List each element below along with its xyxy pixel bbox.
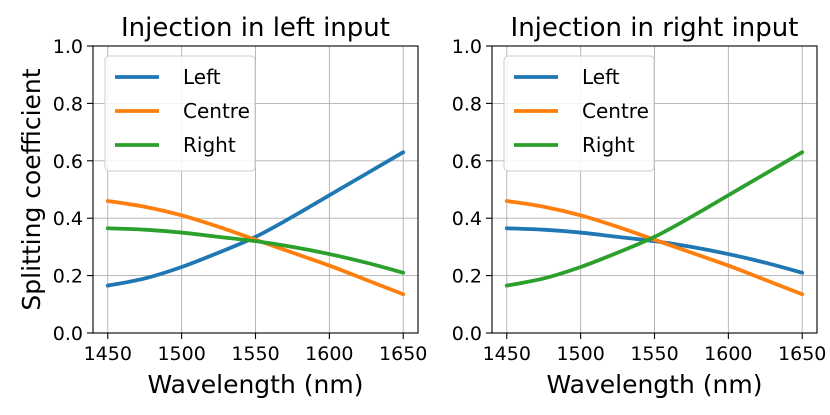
legend-left: Left Centre Right — [104, 55, 256, 172]
legend-label: Centre — [582, 99, 649, 123]
y-tick-label: 0.6 — [452, 151, 482, 173]
chart-panel-right: 1450 1500 1550 1600 1650 0.0 0.2 0.4 0.6… — [452, 13, 827, 399]
y-tick-label: 0.6 — [53, 151, 83, 173]
x-ticks-right: 1450 1500 1550 1600 1650 — [483, 343, 827, 365]
chart-panel-left: 1450 1500 1550 1600 1650 0.0 0.2 0.4 0.6… — [17, 13, 427, 399]
axes-frame-right — [486, 45, 818, 339]
y-ticks-right: 0.0 0.2 0.4 0.6 0.8 1.0 — [452, 36, 482, 345]
x-tick-label: 1450 — [483, 343, 531, 365]
x-tick-label: 1450 — [84, 343, 132, 365]
y-tick-label: 0.0 — [53, 323, 83, 345]
y-tick-label: 0.4 — [452, 208, 482, 230]
x-tick-label: 1500 — [157, 343, 205, 365]
legend-label: Left — [582, 65, 620, 89]
y-tick-label: 0.4 — [53, 208, 83, 230]
y-tick-label: 1.0 — [452, 36, 482, 58]
y-axis-label: Splitting coefficient — [17, 68, 46, 310]
x-tick-label: 1650 — [379, 343, 427, 365]
series-line-left — [105, 150, 406, 288]
legend-label: Left — [183, 65, 221, 89]
y-tick-label: 0.0 — [452, 323, 482, 345]
series-group-right — [504, 150, 805, 297]
series-line-centre — [504, 199, 805, 297]
x-axis-label: Wavelength (nm) — [547, 370, 763, 399]
axes-frame-left — [87, 45, 419, 339]
y-tick-label: 0.2 — [452, 266, 482, 288]
series-group-left — [105, 150, 406, 297]
series-line-right — [105, 226, 406, 275]
x-tick-label: 1600 — [704, 343, 752, 365]
x-ticks-left: 1450 1500 1550 1600 1650 — [84, 343, 428, 365]
legend-frame — [104, 55, 256, 172]
legend-right: Left Centre Right — [503, 55, 655, 172]
x-tick-label: 1550 — [231, 343, 279, 365]
legend-frame — [503, 55, 655, 172]
y-ticks-left: 0.0 0.2 0.4 0.6 0.8 1.0 — [53, 36, 83, 345]
chart-title: Injection in right input — [511, 13, 799, 43]
y-tick-label: 0.8 — [452, 93, 482, 115]
legend-label: Centre — [183, 99, 250, 123]
x-tick-label: 1650 — [778, 343, 826, 365]
x-tick-label: 1550 — [630, 343, 678, 365]
legend-label: Right — [183, 133, 236, 157]
x-tick-label: 1500 — [556, 343, 604, 365]
x-tick-label: 1600 — [305, 343, 353, 365]
legend-label: Right — [582, 133, 635, 157]
y-tick-label: 0.8 — [53, 93, 83, 115]
series-line-right — [504, 150, 805, 288]
y-tick-label: 0.2 — [53, 266, 83, 288]
chart-title: Injection in left input — [121, 13, 390, 43]
x-axis-label: Wavelength (nm) — [148, 370, 364, 399]
y-tick-label: 1.0 — [53, 36, 83, 58]
